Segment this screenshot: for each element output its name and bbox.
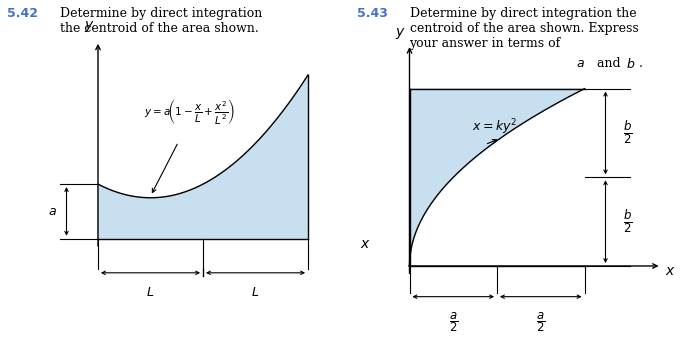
Text: $x$: $x$ <box>665 264 676 278</box>
Text: $y$: $y$ <box>84 19 95 34</box>
Text: $x$: $x$ <box>360 237 371 251</box>
Text: $\dfrac{a}{2}$: $\dfrac{a}{2}$ <box>536 310 545 334</box>
Text: $L$: $L$ <box>146 286 155 299</box>
Text: 5.43: 5.43 <box>357 7 388 20</box>
Text: $b$: $b$ <box>626 57 636 71</box>
Text: $y = a\!\left(1 - \dfrac{x}{L} + \dfrac{x^2}{L^2}\right)$: $y = a\!\left(1 - \dfrac{x}{L} + \dfrac{… <box>144 97 235 125</box>
Text: $\dfrac{b}{2}$: $\dfrac{b}{2}$ <box>623 120 633 146</box>
Text: $x = ky^2$: $x = ky^2$ <box>473 118 517 137</box>
Text: Determine by direct integration the
centroid of the area shown. Express
your ans: Determine by direct integration the cent… <box>410 7 638 50</box>
Text: $y$: $y$ <box>395 26 406 41</box>
Text: $a$: $a$ <box>48 205 57 218</box>
Text: 5.42: 5.42 <box>7 7 38 20</box>
Text: and: and <box>594 57 625 70</box>
Polygon shape <box>98 75 308 239</box>
Text: $L$: $L$ <box>251 286 260 299</box>
Text: $\dfrac{b}{2}$: $\dfrac{b}{2}$ <box>623 208 633 235</box>
Text: $a$: $a$ <box>575 57 584 70</box>
Text: .: . <box>638 57 643 70</box>
Text: $\dfrac{a}{2}$: $\dfrac{a}{2}$ <box>449 310 458 334</box>
Polygon shape <box>410 89 584 266</box>
Text: Determine by direct integration
the centroid of the area shown.: Determine by direct integration the cent… <box>60 7 262 35</box>
